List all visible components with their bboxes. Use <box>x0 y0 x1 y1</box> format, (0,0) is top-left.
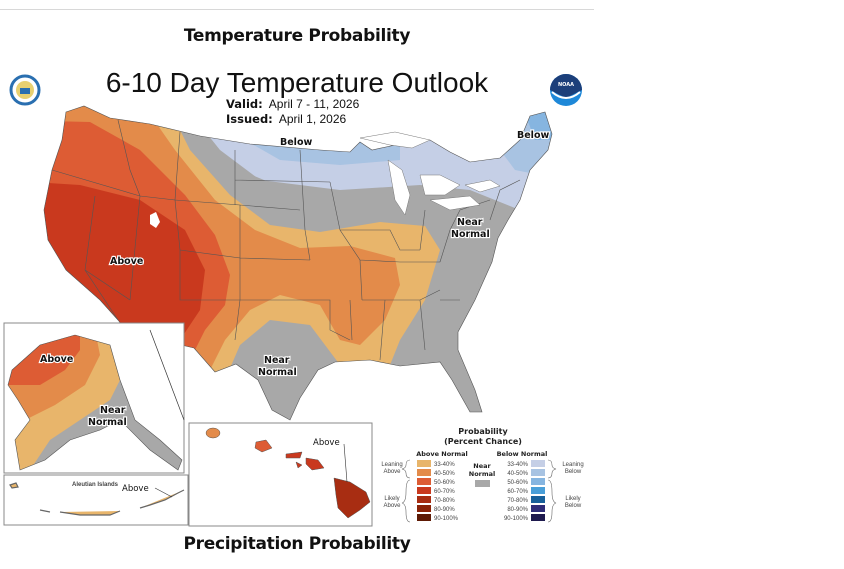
island-maui-group <box>285 451 325 471</box>
legend-range-above-0: 33-40% <box>434 462 455 468</box>
legend-above-header: Above Normal <box>416 450 468 458</box>
noaa-logo-icon: NOAA <box>550 74 582 106</box>
aleutian-leader <box>154 487 173 498</box>
section-title-temperature: Temperature Probability <box>183 26 411 46</box>
legend-swatch-below-2 <box>531 478 545 485</box>
legend-swatch-above-6 <box>417 514 431 521</box>
legend-near-2: Normal <box>469 470 496 478</box>
legend-swatch-above-3 <box>417 487 431 494</box>
great-lakes <box>359 131 501 216</box>
legend-range-above-1: 40-50% <box>434 471 455 477</box>
label-west-above: Above <box>110 256 143 267</box>
legend-leaning-below-2: Below <box>565 469 582 475</box>
label-alaska-near: Near <box>100 405 126 416</box>
legend-swatch-below-6 <box>531 514 545 521</box>
legend-swatch-above-1 <box>417 469 431 476</box>
legend-range-below-1: 40-50% <box>507 471 528 477</box>
valid-dates: Valid: April 7 - 11, 2026 <box>226 97 359 111</box>
valid-label: Valid: <box>226 97 263 111</box>
aleutian-inset <box>3 474 189 526</box>
label-north-below: Below <box>280 137 312 148</box>
legend-rows: 33-40% 33-40% 40-50% 40-50% 50-60% 50-60% 60-7… <box>417 460 545 522</box>
hawaii-leader <box>343 443 348 483</box>
legend-swatch-below-0 <box>531 460 545 467</box>
legend-title-2: (Percent Chance) <box>444 437 522 446</box>
legend-swatch-below-1 <box>531 469 545 476</box>
label-texas-near: Near <box>264 355 290 366</box>
issued-date: Issued: April 1, 2026 <box>226 112 346 126</box>
label-east-near: Near <box>457 217 483 228</box>
legend-range-below-6: 90-100% <box>504 516 529 522</box>
legend-likely-below-2: Below <box>565 503 582 509</box>
aleutian-islands <box>9 482 185 516</box>
legend-near-1: Near <box>473 462 491 470</box>
svg-text:NOAA: NOAA <box>558 82 574 88</box>
legend-likely-above-1: Likely <box>384 496 399 502</box>
legend-leaning-above-2: Above <box>383 469 401 475</box>
legend-swatch-below-3 <box>531 487 545 494</box>
label-northeast-below: Below <box>517 130 549 141</box>
legend: Probability (Percent Chance) Above Norma… <box>381 427 584 523</box>
legend-brace-below <box>547 459 557 523</box>
issued-value: April 1, 2026 <box>278 112 347 126</box>
legend-swatch-above-5 <box>417 505 431 512</box>
legend-likely-below-1: Likely <box>565 496 580 502</box>
legend-title-1: Probability <box>458 427 508 436</box>
legend-swatch-above-0 <box>417 460 431 467</box>
legend-range-below-4: 70-80% <box>507 498 528 504</box>
label-texas-normal: Normal <box>258 367 297 378</box>
legend-likely-above-2: Above <box>383 503 401 509</box>
label-east-normal: Normal <box>451 229 490 240</box>
legend-swatch-below-4 <box>531 496 545 503</box>
legend-swatch-below-5 <box>531 505 545 512</box>
below-50-60-area <box>260 106 370 148</box>
island-hawaii <box>333 477 371 519</box>
legend-range-above-3: 60-70% <box>434 489 455 495</box>
label-alaska-normal: Normal <box>88 417 127 428</box>
alaska-outline <box>7 334 183 471</box>
legend-leaning-above-1: Leaning <box>381 462 402 468</box>
legend-swatch-above-2 <box>417 478 431 485</box>
legend-range-below-2: 50-60% <box>507 480 528 486</box>
label-alaska-above: Above <box>40 354 73 365</box>
map-title: 6-10 Day Temperature Outlook <box>105 67 489 98</box>
valid-value: April 7 - 11, 2026 <box>268 97 360 111</box>
legend-range-below-3: 60-70% <box>507 489 528 495</box>
legend-range-above-6: 90-100% <box>434 516 459 522</box>
alaska-leader-line <box>149 329 185 421</box>
section-title-precipitation: Precipitation Probability <box>183 534 411 554</box>
legend-range-above-2: 50-60% <box>434 480 455 486</box>
label-aleutian-above: Above <box>122 484 149 494</box>
legend-swatch-above-4 <box>417 496 431 503</box>
island-oahu <box>254 439 273 453</box>
legend-swatch-near-normal <box>475 480 490 487</box>
legend-below-header: Below Normal <box>497 450 548 458</box>
legend-range-above-4: 70-80% <box>434 498 455 504</box>
legend-brace-above <box>401 459 411 523</box>
legend-range-below-5: 80-90% <box>507 507 528 513</box>
issued-label: Issued: <box>226 112 273 126</box>
legend-leaning-below-1: Leaning <box>562 462 583 468</box>
legend-range-above-5: 80-90% <box>434 507 455 513</box>
label-hawaii-above: Above <box>313 438 340 448</box>
great-salt-lake <box>150 212 160 228</box>
island-kauai <box>205 427 221 439</box>
doc-seal-icon <box>9 74 41 106</box>
top-divider <box>0 9 594 10</box>
legend-range-below-0: 33-40% <box>507 462 528 468</box>
label-aleutian-islands: Aleutian Islands <box>72 482 119 488</box>
